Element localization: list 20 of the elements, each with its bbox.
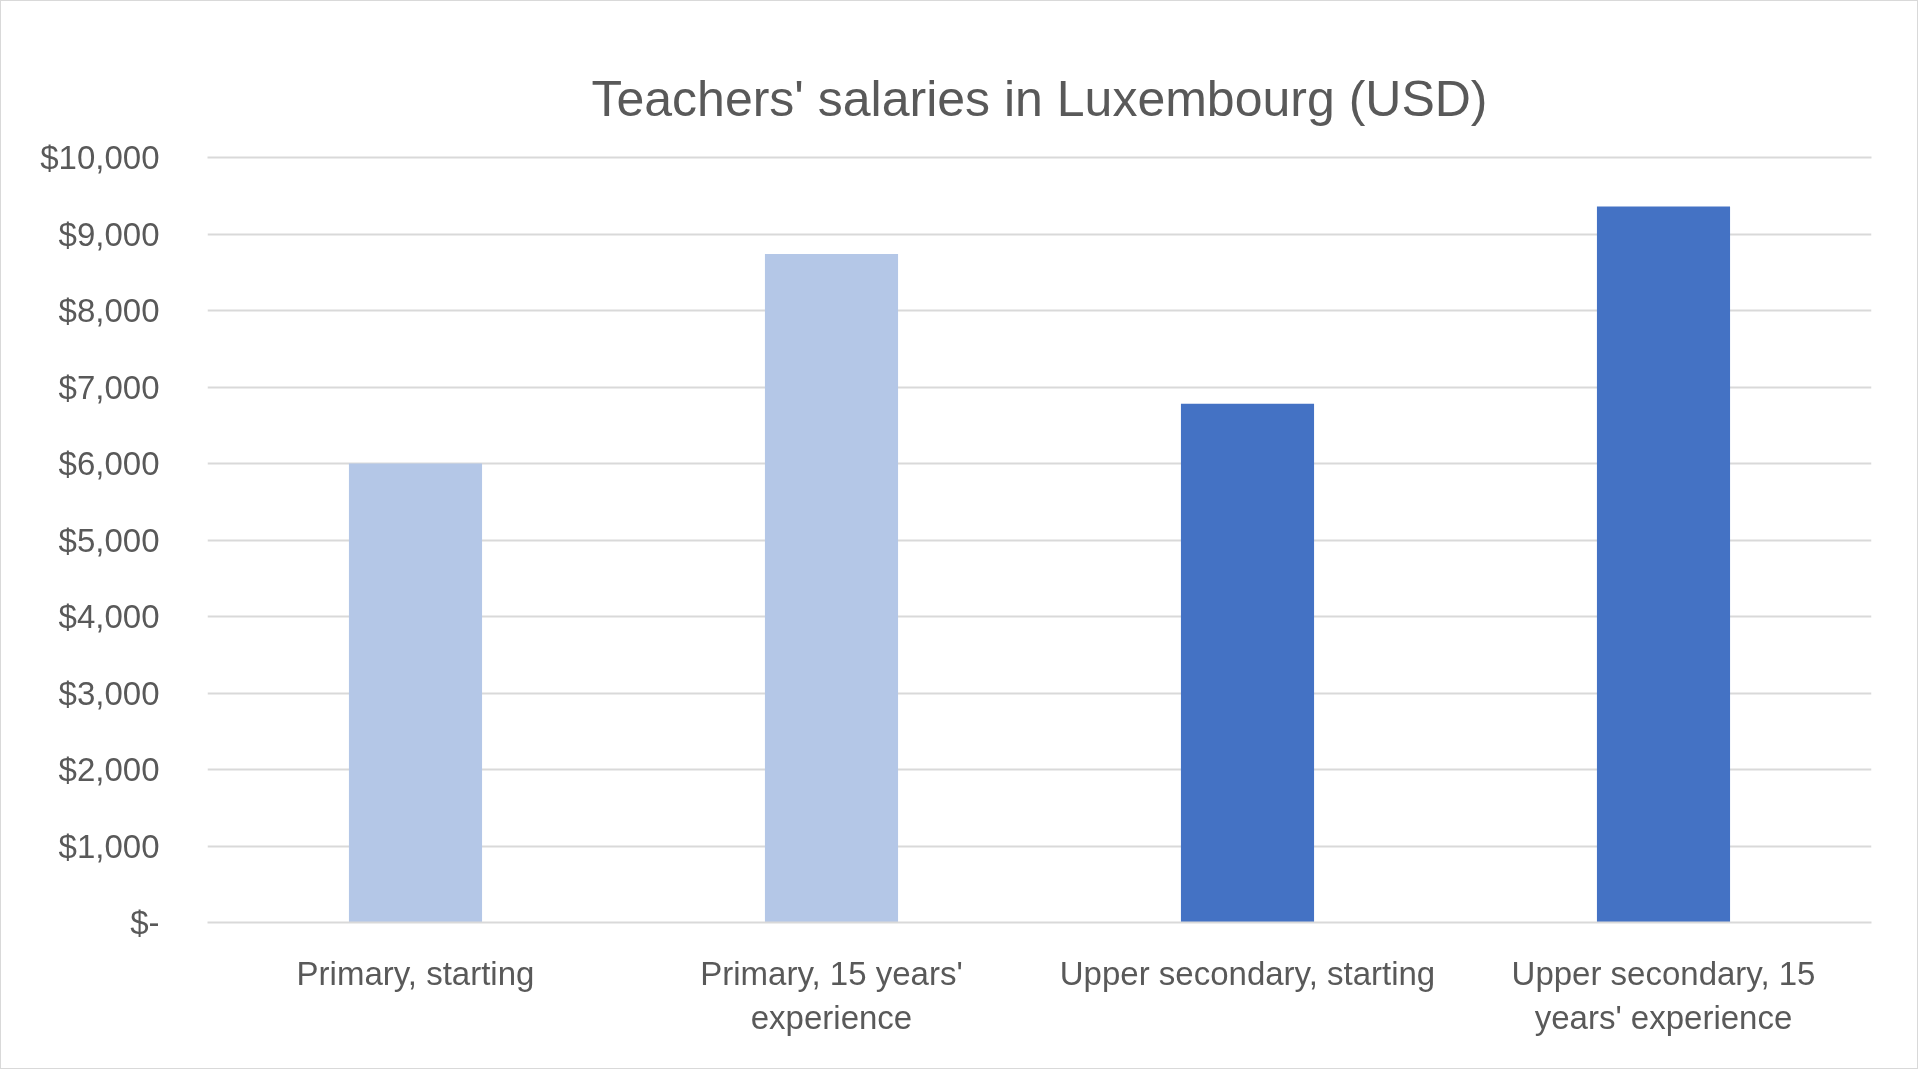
bar: [764, 253, 899, 923]
y-tick-label: $2,000: [58, 751, 160, 788]
y-tick-label: $10,000: [40, 139, 160, 176]
y-tick-label: $1,000: [58, 827, 160, 865]
y-tick-label: $8,000: [58, 292, 160, 329]
x-tick-label: Upper secondary, starting: [1059, 954, 1436, 992]
y-tick-label: $9,000: [58, 215, 160, 253]
y-tick-label: $-: [130, 904, 160, 941]
y-tick-label: $3,000: [58, 674, 160, 712]
chart-title: Teachers' salaries in Luxembourg (USD): [591, 70, 1488, 127]
bar: [1596, 206, 1731, 923]
y-tick-label: $6,000: [58, 445, 160, 482]
y-tick-label: $5,000: [58, 521, 160, 559]
y-tick-label: $7,000: [58, 368, 160, 406]
bar: [348, 463, 483, 923]
bar: [1180, 403, 1315, 923]
x-tick-label: Upper secondary, 15 years' experience: [1511, 954, 1816, 1036]
x-tick-label: Primary, 15 years' experience: [700, 954, 963, 1036]
x-tick-label: Primary, starting: [296, 954, 535, 992]
y-tick-label: $4,000: [58, 598, 160, 635]
